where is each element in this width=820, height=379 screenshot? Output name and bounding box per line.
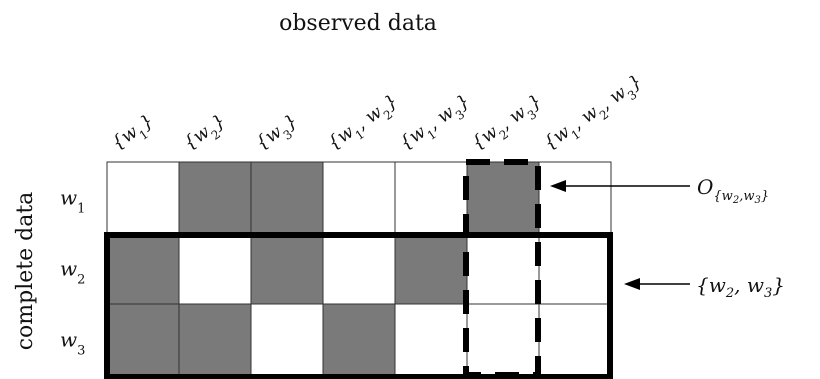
cell-w1-col6: [466, 161, 540, 234]
row-label-w3: w3: [60, 328, 85, 359]
side-label: complete data: [13, 192, 38, 351]
row-labels: w1 w2 w3: [60, 186, 85, 359]
column-label-3: {w3}: [252, 111, 305, 159]
annotation-O-label: O{w2,w3}: [697, 175, 769, 206]
cell-w3-col2: [178, 303, 252, 376]
cell-w3-col5: [394, 303, 468, 376]
cell-w2-col1: [106, 232, 180, 305]
cell-w1-col5: [394, 161, 468, 234]
cell-w3-col6: [466, 303, 540, 376]
column-label-4: {w1, w2}: [324, 91, 405, 158]
annotation-set: {w2, w3}: [696, 273, 785, 301]
cell-w3-col7: [538, 303, 612, 376]
column-label-6: {w2, w3}: [468, 91, 549, 158]
arrow-O-head: [550, 180, 566, 192]
column-label-7: {w1, w2, w3}: [540, 71, 649, 158]
cell-w2-col5: [394, 232, 468, 305]
cell-w2-col3: [250, 232, 324, 305]
column-label-1: {w1}: [108, 111, 161, 159]
cell-w1-col7: [538, 161, 612, 234]
cell-w3-col4: [322, 303, 396, 376]
cell-w2-col7: [538, 232, 612, 305]
cell-w2-col4: [322, 232, 396, 305]
set-outline: [104, 232, 613, 379]
annotation-O: O{w2,w3}: [697, 175, 769, 206]
diagram-title: observed data: [279, 11, 437, 36]
column-highlight-dashed: [463, 159, 541, 378]
cell-w2-col6: [466, 232, 540, 305]
cell-w2-col2: [178, 232, 252, 305]
cell-grid: [106, 161, 612, 376]
cell-w1-col3: [250, 161, 324, 234]
column-labels: {w1} {w2} {w3} {w1, w2}{w1, w3}{w2, w3}{w1,…: [108, 71, 649, 159]
cell-w3-col1: [106, 303, 180, 376]
arrow-set-head: [624, 278, 640, 290]
column-label-2: {w2}: [180, 111, 233, 159]
annotation-set-label: {w2, w3}: [696, 273, 785, 301]
column-label-5: {w1, w3}: [396, 91, 477, 158]
row-label-w2: w2: [60, 257, 85, 288]
cell-w3-col3: [250, 303, 324, 376]
row-label-w1: w1: [60, 186, 85, 217]
cell-w1-col4: [322, 161, 396, 234]
cell-w1-col1: [106, 161, 180, 234]
cell-w1-col2: [178, 161, 252, 234]
